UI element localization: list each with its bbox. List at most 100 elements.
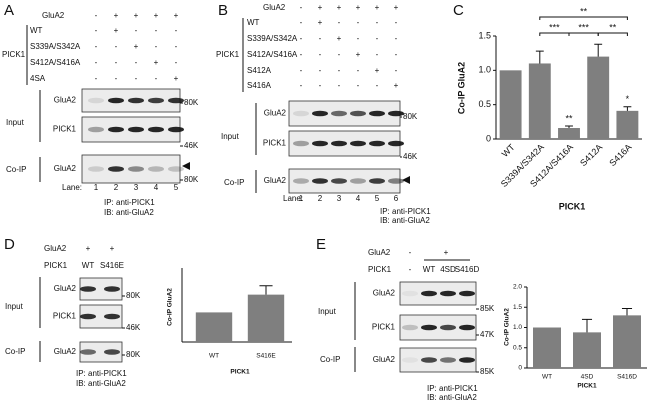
header-label: PICK1 xyxy=(44,261,68,270)
lane-sign: + xyxy=(318,18,323,27)
y-axis-label: Co-IP GluA2 xyxy=(167,288,174,326)
section-label: Co-IP xyxy=(320,355,340,364)
note: IP: anti-PICK1 xyxy=(427,384,478,393)
y-tick-label: 0 xyxy=(518,365,522,372)
lane-number: 5 xyxy=(174,183,179,192)
lane-sign: WT xyxy=(423,265,436,274)
lane-sign: + xyxy=(375,3,380,12)
error-bar xyxy=(581,318,593,333)
lane-sign: - xyxy=(155,74,158,83)
bar xyxy=(528,63,551,139)
size-marker: 46K xyxy=(403,152,418,161)
panel-label: E xyxy=(316,236,326,253)
lane-sign: + xyxy=(174,74,179,83)
band xyxy=(108,166,124,172)
lane-sign: - xyxy=(319,50,322,59)
band xyxy=(148,126,164,133)
group-label: PICK1 xyxy=(216,50,240,59)
band xyxy=(80,349,96,355)
band xyxy=(148,166,164,172)
band xyxy=(293,140,309,147)
row-label: S412A/S416A xyxy=(247,50,298,59)
lane-sign: - xyxy=(357,81,360,90)
lane-sign: - xyxy=(95,42,98,51)
section-label: Input xyxy=(5,302,24,311)
x-axis-label: PICK1 xyxy=(577,383,597,390)
blot-label: GluA2 xyxy=(373,355,396,364)
lane-sign: + xyxy=(134,11,139,20)
lane-sign: - xyxy=(395,34,398,43)
y-axis-label: Co-IP GluA2 xyxy=(504,308,511,346)
band xyxy=(331,178,347,184)
lane-sign: - xyxy=(115,42,118,51)
lane-sign: - xyxy=(135,74,138,83)
lane-number: 1 xyxy=(299,194,304,203)
lane-sign: + xyxy=(337,34,342,43)
blot-label: GluA2 xyxy=(264,176,287,185)
band xyxy=(440,290,456,297)
x-tick-label: WT xyxy=(209,353,219,360)
band xyxy=(421,357,437,363)
band xyxy=(88,166,104,172)
band xyxy=(312,110,328,117)
band xyxy=(369,178,385,184)
lane-sign: - xyxy=(300,34,303,43)
band xyxy=(108,97,124,104)
band xyxy=(293,178,309,184)
band xyxy=(128,166,144,172)
band xyxy=(402,324,418,331)
lane-sign: + xyxy=(375,66,380,75)
band xyxy=(331,110,347,117)
lane-sign: - xyxy=(376,34,379,43)
bar xyxy=(616,110,639,139)
lane-sign: + xyxy=(337,3,342,12)
bar xyxy=(613,315,641,368)
size-marker: 80K xyxy=(126,291,141,300)
lane-sign: + xyxy=(110,244,115,253)
x-axis-label: PICK1 xyxy=(230,369,250,376)
band xyxy=(331,140,347,147)
band xyxy=(350,110,366,117)
row-label: S416A xyxy=(247,81,272,90)
lane-sign: - xyxy=(95,58,98,67)
y-axis-label: Co-IP GluA2 xyxy=(456,62,466,114)
size-marker: 80K xyxy=(403,112,418,121)
lane-sign: - xyxy=(395,66,398,75)
lane-number: 2 xyxy=(114,183,119,192)
x-tick-label: S416D xyxy=(617,374,637,381)
lane-sign: WT xyxy=(82,261,95,270)
band xyxy=(388,110,404,117)
size-marker: 80K xyxy=(184,98,199,107)
lane-sign: - xyxy=(357,34,360,43)
band xyxy=(88,97,104,104)
band-arrow xyxy=(402,176,410,184)
band-arrow xyxy=(182,162,190,170)
lane-sign: - xyxy=(338,66,341,75)
significance-bracket xyxy=(539,16,628,20)
lane-sign: - xyxy=(376,50,379,59)
blot-label: GluA2 xyxy=(54,96,77,105)
header-label: PICK1 xyxy=(368,265,392,274)
panel-label: C xyxy=(453,2,464,19)
band xyxy=(80,286,96,292)
row-label: S412A/S416A xyxy=(30,58,81,67)
lane-sign: - xyxy=(115,74,118,83)
significance-bracket xyxy=(597,32,628,36)
note: IP: anti-PICK1 xyxy=(380,207,431,216)
band xyxy=(148,97,164,104)
lane-sign: - xyxy=(338,81,341,90)
lane-sign: + xyxy=(444,248,449,257)
lane-sign: + xyxy=(86,244,91,253)
panel-label: A xyxy=(4,2,14,19)
bar xyxy=(499,70,522,139)
lane-sign: - xyxy=(338,18,341,27)
lane-sign: - xyxy=(409,265,412,274)
lane-sign: + xyxy=(356,3,361,12)
bar xyxy=(195,312,233,342)
size-marker: 85K xyxy=(480,304,495,313)
size-marker: 46K xyxy=(184,141,199,150)
lane-sign: - xyxy=(300,18,303,27)
lane-sign: + xyxy=(114,26,119,35)
blot-label: GluA2 xyxy=(373,289,396,298)
